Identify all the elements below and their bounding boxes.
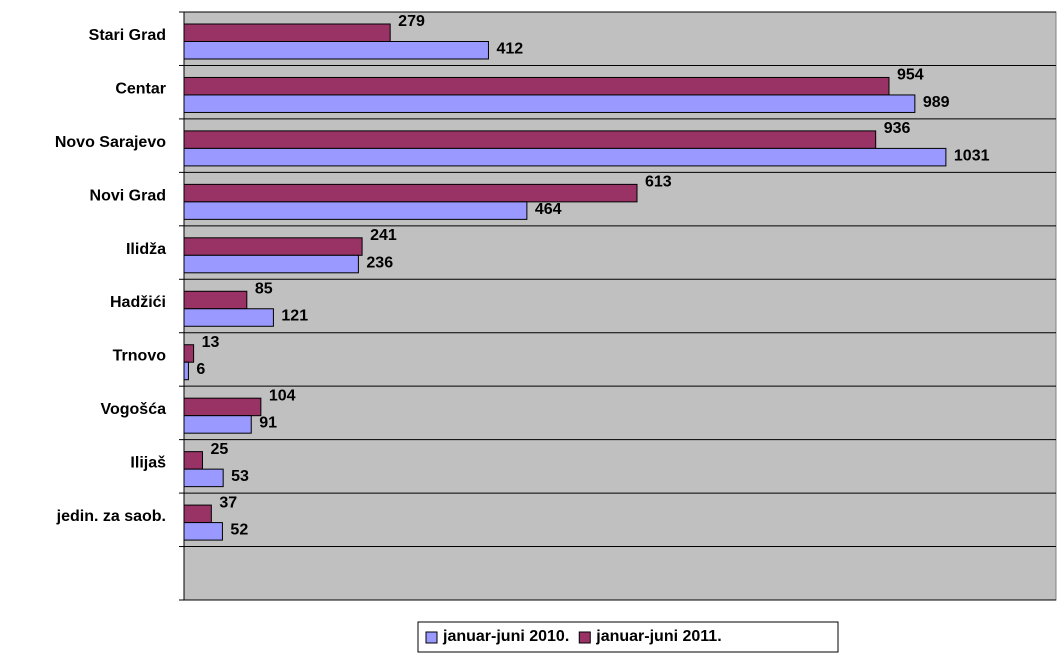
bar xyxy=(183,183,638,203)
bar xyxy=(183,361,189,381)
y-tick-label: Centar xyxy=(115,80,166,97)
data-label: 464 xyxy=(535,201,562,218)
bar xyxy=(183,76,890,96)
bar xyxy=(183,504,212,524)
data-label: 53 xyxy=(231,468,249,485)
data-label: 37 xyxy=(219,494,237,511)
data-label: 279 xyxy=(398,13,425,30)
data-label: 241 xyxy=(370,227,397,244)
bar xyxy=(183,23,391,42)
bar xyxy=(183,397,262,417)
legend-swatch xyxy=(425,631,438,644)
bar xyxy=(183,254,359,274)
y-tick-label: Stari Grad xyxy=(89,27,166,44)
y-tick-label: Hadžići xyxy=(110,294,166,311)
y-tick-label: Ilidža xyxy=(126,241,166,258)
data-label: 91 xyxy=(259,415,277,432)
y-tick-label: Vogošća xyxy=(101,401,167,418)
data-label: 25 xyxy=(210,441,228,458)
data-label: 52 xyxy=(230,522,248,539)
legend-box xyxy=(417,621,839,653)
bar xyxy=(183,147,947,167)
bar xyxy=(183,41,489,60)
bar xyxy=(183,468,224,488)
bar xyxy=(183,290,248,310)
bar xyxy=(183,237,363,256)
data-label: 989 xyxy=(923,94,950,111)
data-label: 613 xyxy=(645,174,672,191)
data-label: 104 xyxy=(269,387,296,404)
bar xyxy=(183,522,223,541)
legend-label: januar-juni 2011. xyxy=(595,628,721,645)
y-tick-label: jedin. za saob. xyxy=(56,508,166,525)
data-label: 236 xyxy=(366,254,393,271)
data-label: 936 xyxy=(884,120,911,137)
legend-label: januar-juni 2010. xyxy=(442,628,569,645)
y-tick-label: Trnovo xyxy=(113,348,167,365)
y-tick-label: Novo Sarajevo xyxy=(55,134,166,151)
legend-swatch xyxy=(578,631,591,644)
bar xyxy=(183,344,195,363)
bar xyxy=(183,94,916,113)
data-label: 13 xyxy=(202,334,220,351)
data-label: 412 xyxy=(496,40,523,57)
data-label: 954 xyxy=(897,67,924,84)
bar xyxy=(183,201,528,220)
y-tick-label: Novi Grad xyxy=(90,187,166,204)
y-tick-label: Ilijaš xyxy=(130,455,166,472)
bar xyxy=(183,451,203,470)
data-label: 1031 xyxy=(954,147,990,164)
bar xyxy=(183,130,877,149)
data-label: 121 xyxy=(281,308,308,325)
data-label: 85 xyxy=(255,280,273,297)
bar xyxy=(183,415,252,434)
bar xyxy=(183,308,274,327)
data-label: 6 xyxy=(196,361,205,378)
